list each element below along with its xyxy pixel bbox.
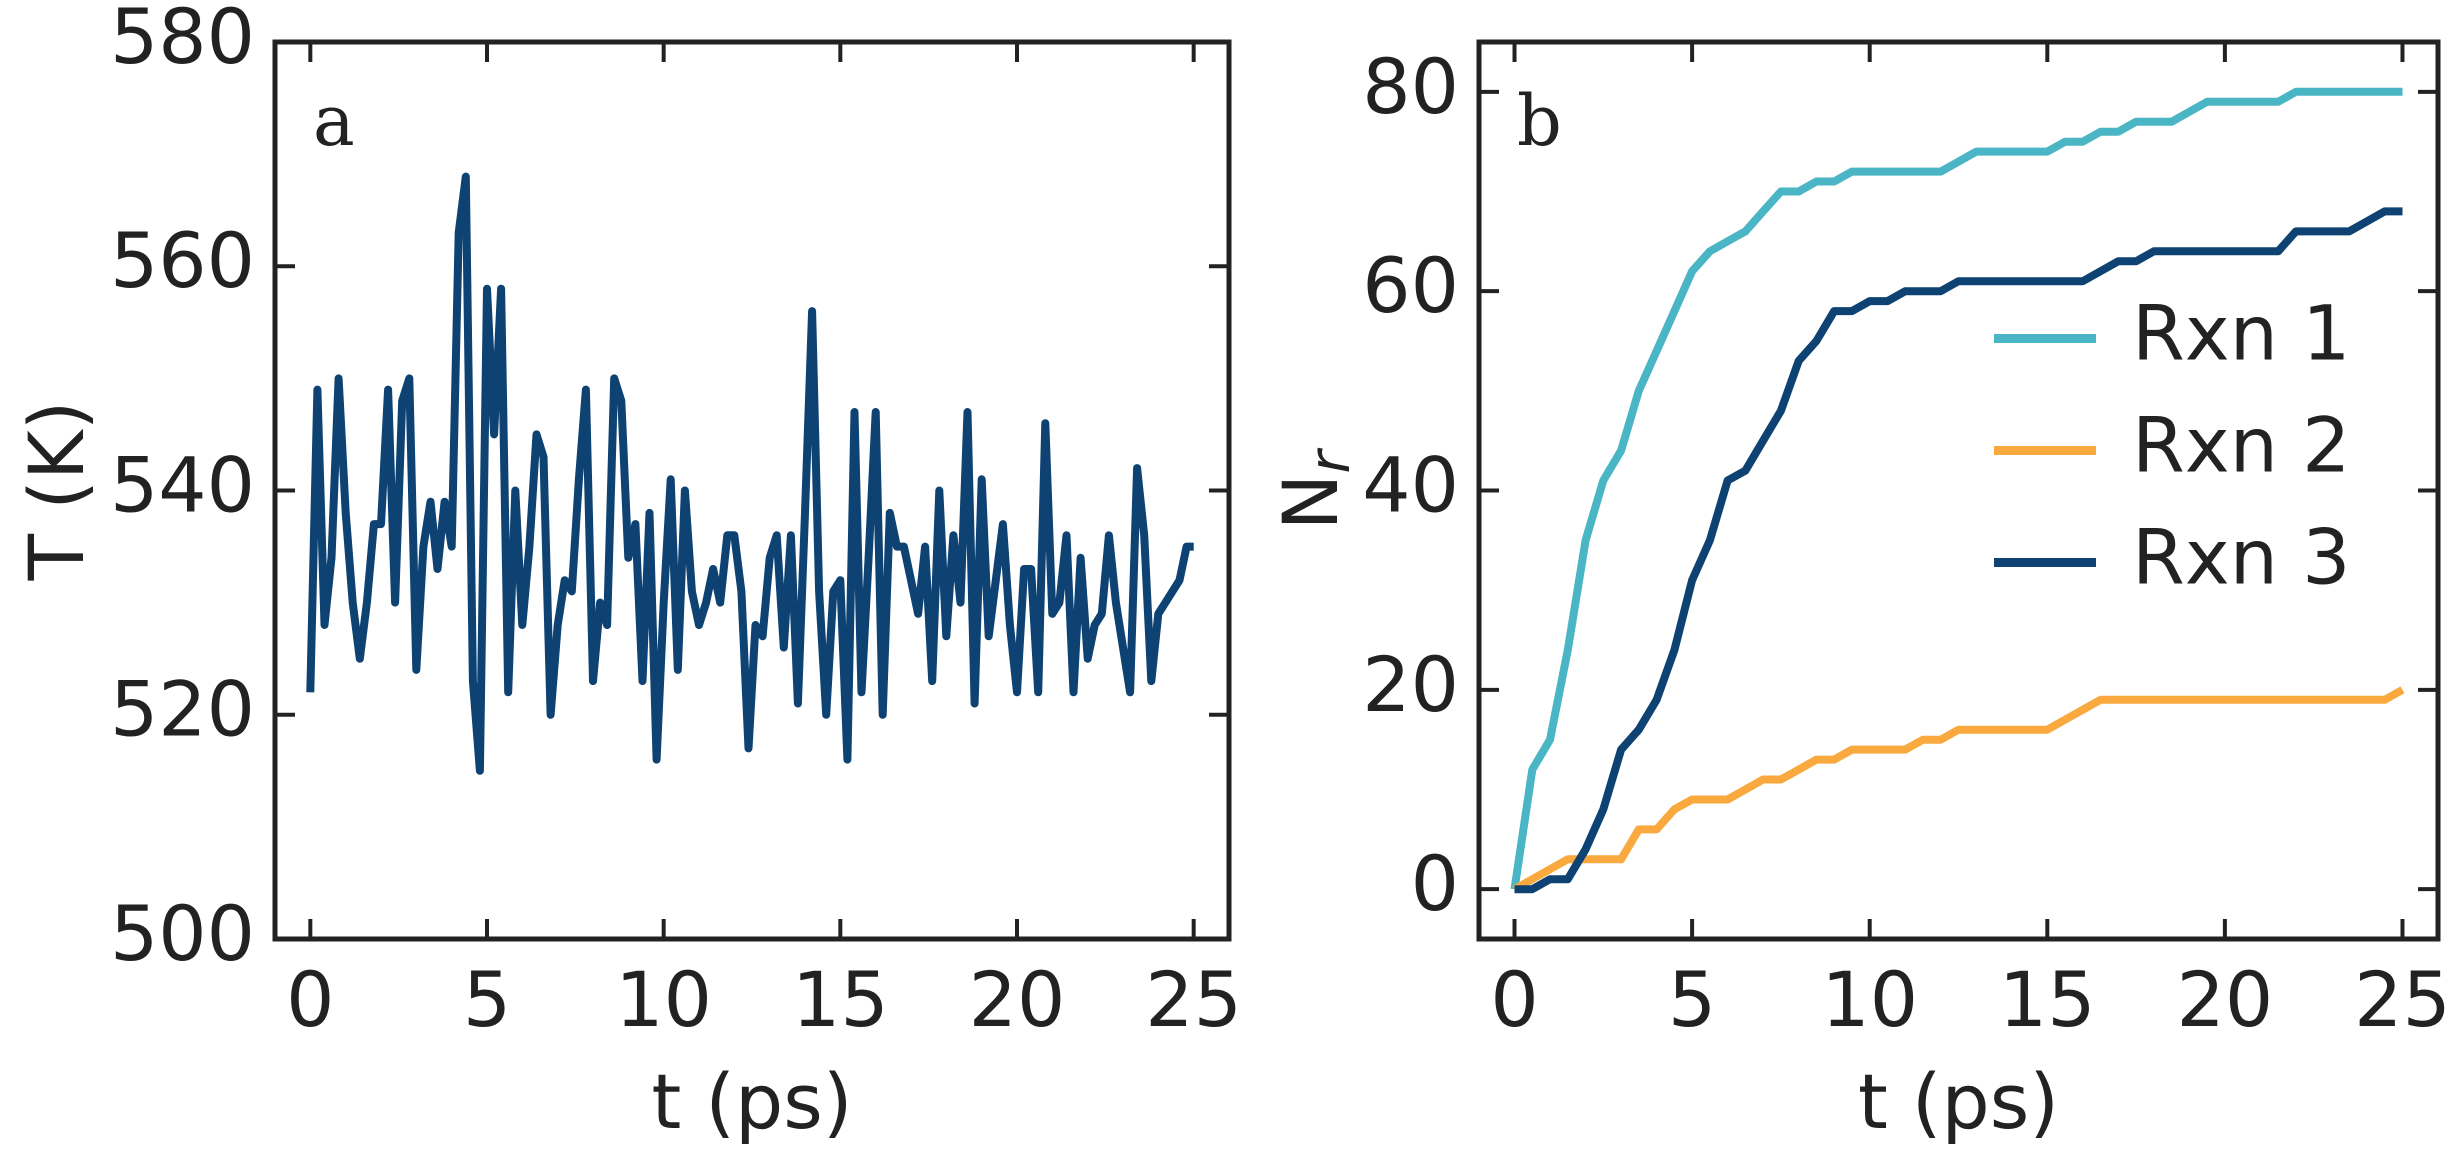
y-tick-label: 40 — [1362, 440, 1459, 529]
legend-label: Rxn 3 — [2132, 512, 2350, 601]
x-tick-label: 10 — [615, 955, 712, 1044]
x-tick-label: 25 — [2354, 955, 2451, 1044]
y-tick-label: 520 — [110, 665, 255, 754]
y-tick-label: 80 — [1362, 42, 1459, 131]
x-tick-label: 25 — [1145, 955, 1242, 1044]
panel-label: b — [1517, 80, 1562, 162]
y-tick-label: 580 — [110, 0, 255, 81]
y-axis-label: T (K) — [12, 401, 101, 582]
x-tick-label: 5 — [463, 955, 511, 1044]
x-tick-label: 15 — [792, 955, 889, 1044]
x-tick-label: 10 — [1821, 955, 1918, 1044]
y-tick-label: 540 — [110, 440, 255, 529]
plot-frame — [1476, 39, 2441, 942]
y-tick-label: 60 — [1362, 241, 1459, 330]
plot-frame — [272, 39, 1232, 942]
legend-label: Rxn 2 — [2132, 400, 2350, 489]
y-tick-label: 500 — [110, 889, 255, 978]
line — [1514, 207, 2403, 894]
y-tick-label: 0 — [1411, 839, 1459, 928]
x-tick-label: 5 — [1668, 955, 1716, 1044]
panel-label: a — [313, 80, 355, 162]
x-axis-label: t (ps) — [651, 1057, 852, 1146]
y-axis-label-subscript: r — [1298, 448, 1363, 474]
y-tick-label: 560 — [110, 216, 255, 305]
x-tick-label: 20 — [2177, 955, 2274, 1044]
line — [1512, 686, 2405, 893]
x-tick-label: 0 — [286, 955, 334, 1044]
x-axis-label: t (ps) — [1858, 1057, 2059, 1146]
y-axis-label-main: N — [1266, 474, 1355, 531]
x-tick-label: 15 — [1999, 955, 2096, 1044]
legend-label: Rxn 1 — [2132, 288, 2350, 377]
x-tick-label: 20 — [969, 955, 1066, 1044]
line — [306, 172, 1194, 775]
y-axis-label: Nr — [1266, 448, 1363, 531]
x-tick-label: 0 — [1490, 955, 1538, 1044]
y-tick-label: 20 — [1362, 640, 1459, 729]
line — [1510, 87, 2403, 890]
